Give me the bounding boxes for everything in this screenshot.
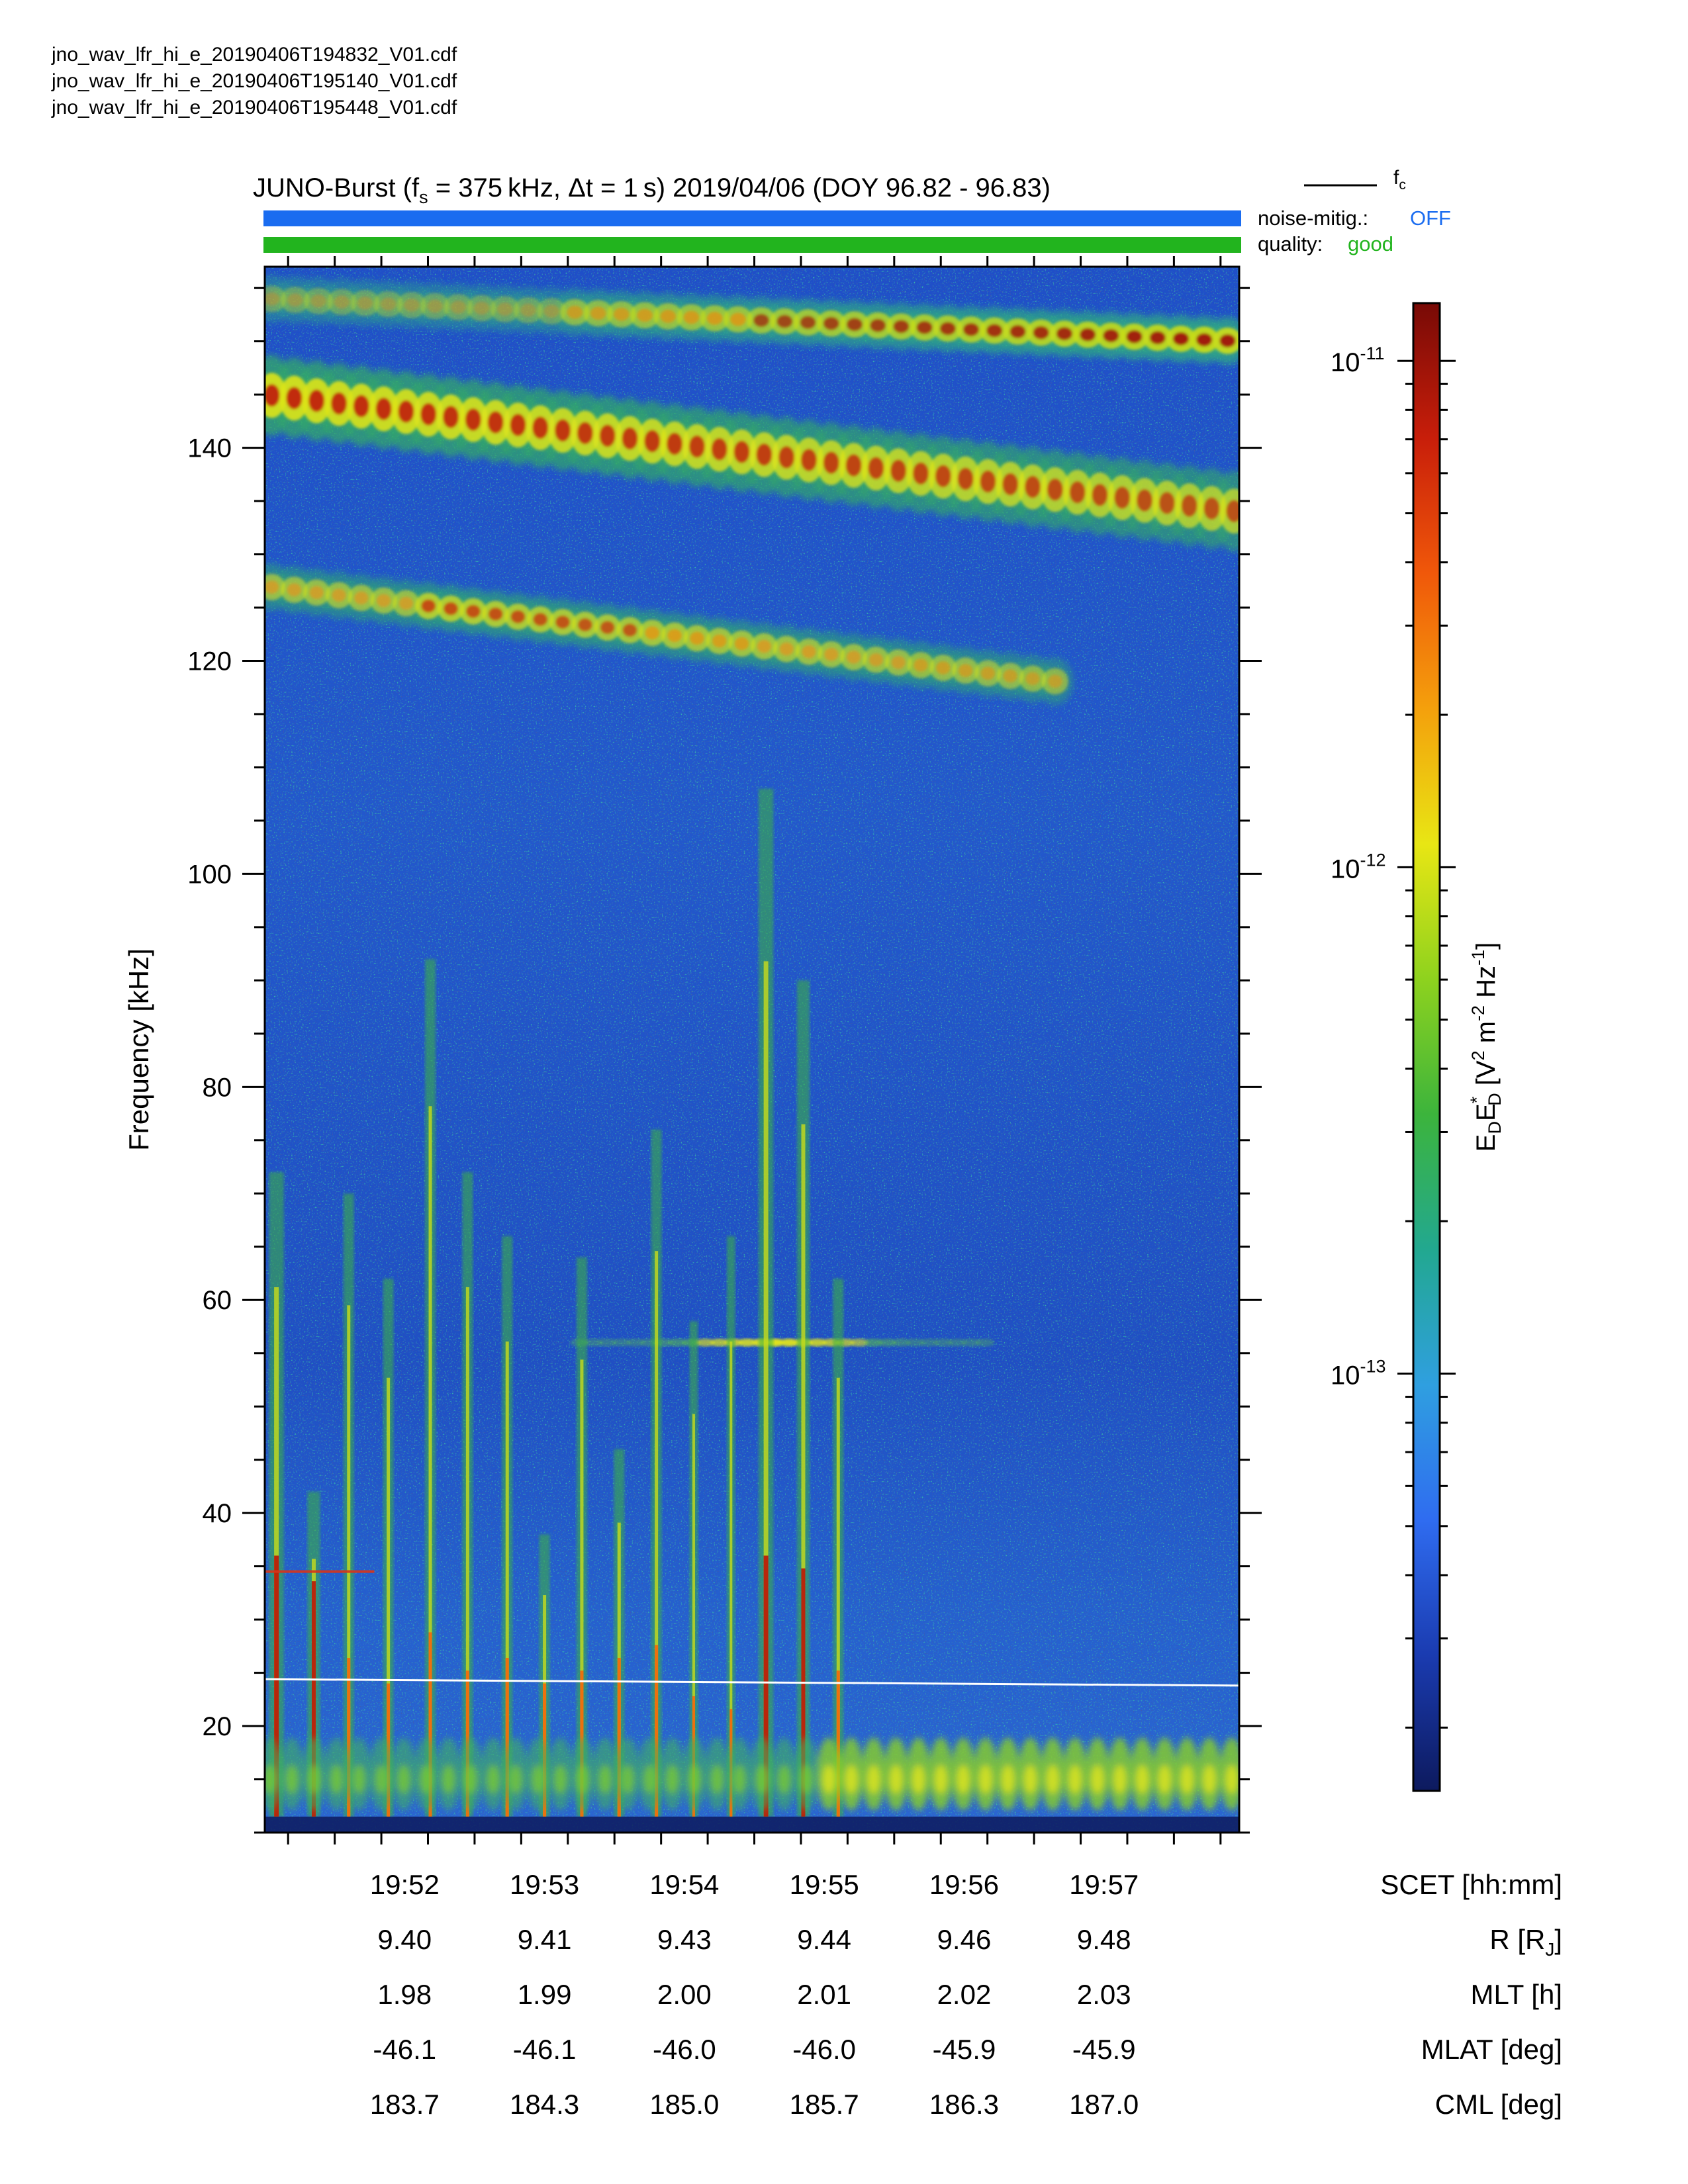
plot-frame (263, 265, 1241, 1834)
x-tick-label: 19:53 (510, 1869, 579, 1900)
file-name-2: jno_wav_lfr_hi_e_20190406T195140_V01.cdf (51, 70, 457, 92)
colorbar-tick-label: 10-12 (1331, 850, 1386, 884)
lightning-stripe (343, 1193, 354, 1817)
band-upper-band (265, 275, 1239, 365)
x-tick-label: 1.98 (377, 1979, 432, 2010)
x-tick-label: 187.0 (1069, 2089, 1139, 2120)
lightning-stripe (726, 1236, 735, 1817)
x-tick-label: 2.00 (657, 1979, 712, 2010)
noise-mitigation-label: noise-mitig.: (1258, 206, 1368, 230)
fc-line (265, 1678, 1239, 1687)
y-tick-label: 120 (187, 647, 232, 676)
y-tick-label: 140 (187, 434, 232, 463)
x-tick-label: 9.41 (518, 1924, 572, 1955)
x-tick-label: 19:56 (929, 1869, 999, 1900)
low-frequency-emission (265, 1737, 1239, 1833)
x-tick-label: 183.7 (370, 2089, 440, 2120)
x-tick-label: -46.0 (792, 2034, 856, 2065)
x-tick-label: -45.9 (1072, 2034, 1136, 2065)
y-tick-label: 60 (203, 1286, 232, 1315)
colorbar-tick-label: 10-11 (1331, 343, 1385, 377)
lightning-stripe (651, 1129, 662, 1817)
file-name-1: jno_wav_lfr_hi_e_20190406T194832_V01.cdf (51, 44, 457, 66)
x-axis (287, 256, 1222, 1844)
fc-legend-label: fc (1393, 167, 1406, 193)
x-tick-label: 2.01 (797, 1979, 851, 2010)
y-axis: 20 40 60 80 100 120 140 (187, 287, 1262, 1834)
x-tick-label: 9.48 (1077, 1924, 1131, 1955)
y-tick-label: 20 (203, 1712, 232, 1741)
colorbar (1412, 302, 1441, 1792)
emission-bands (265, 275, 1239, 1347)
x-tick-label: 185.7 (790, 2089, 859, 2120)
x-tick-label: 9.40 (377, 1924, 432, 1955)
spectrogram (265, 267, 1239, 1833)
lightning-stripe (758, 788, 774, 1817)
noise-mitigation-value: OFF (1410, 206, 1451, 230)
lightning-stripe (383, 1279, 394, 1817)
band-second-band (265, 355, 1239, 552)
y-tick-label: 80 (203, 1073, 232, 1102)
x-tick-label: 9.43 (657, 1924, 712, 1955)
lightning-stripe (833, 1279, 844, 1817)
lightning-stripe (462, 1172, 473, 1817)
x-tick-label: 9.46 (937, 1924, 992, 1955)
x-tick-label: 1.99 (518, 1979, 572, 2010)
row-label: MLT [h] (1471, 1979, 1563, 2010)
x-tick-rows: 19:52 19:53 19:54 19:55 19:56 19:57 SCET [hh:m… (370, 1869, 1562, 2120)
quality-value: good (1348, 232, 1393, 255)
x-tick-label: -46.1 (373, 2034, 436, 2065)
row-label: MLAT [deg] (1421, 2034, 1562, 2065)
colorbar-label: EDE*D [V2 m-2 Hz-1] (1467, 942, 1505, 1152)
chart-title: JUNO-Burst (fs = 375 kHz, Δt = 1 s) 2019… (253, 173, 1051, 207)
colorbar-tick-label: 10-13 (1331, 1357, 1386, 1390)
x-tick-label: 19:54 (649, 1869, 719, 1900)
noise-mitigation-bar (263, 210, 1241, 226)
y-tick-label: 40 (203, 1499, 232, 1528)
x-tick-label: 19:57 (1069, 1869, 1139, 1900)
x-tick-label: 2.03 (1077, 1979, 1131, 2010)
quality-bar (263, 237, 1241, 253)
x-tick-label: 184.3 (510, 2089, 579, 2120)
x-tick-label: 186.3 (929, 2089, 999, 2120)
lightning-stripe (502, 1236, 513, 1817)
lightning-stripes (265, 788, 844, 1817)
row-label: CML [deg] (1435, 2089, 1562, 2120)
lightning-stripe (576, 1257, 587, 1817)
lightning-stripe (796, 980, 810, 1817)
x-tick-label: 9.44 (797, 1924, 851, 1955)
x-tick-label: 19:55 (790, 1869, 859, 1900)
lightning-stripe (614, 1449, 625, 1817)
x-tick-label: 2.02 (937, 1979, 992, 2010)
quality-label: quality: (1258, 232, 1323, 255)
band-third-band (265, 563, 1074, 705)
row-label: R [RJ] (1489, 1924, 1562, 1960)
x-tick-label: 19:52 (370, 1869, 440, 1900)
row-label: SCET [hh:mm] (1380, 1869, 1562, 1900)
y-axis-label: Frequency [kHz] (123, 948, 154, 1151)
x-tick-label: -45.9 (933, 2034, 996, 2065)
x-tick-label: -46.1 (513, 2034, 577, 2065)
y-tick-label: 100 (187, 860, 232, 889)
lightning-stripe (425, 959, 436, 1817)
x-tick-label: -46.0 (653, 2034, 716, 2065)
lightning-stripe (269, 1172, 284, 1817)
lightning-stripe (307, 1491, 320, 1817)
colorbar-ticks: 10-11 10-12 10-13 (1331, 343, 1456, 1729)
x-tick-label: 185.0 (649, 2089, 719, 2120)
file-name-3: jno_wav_lfr_hi_e_20190406T195448_V01.cdf (51, 97, 457, 118)
